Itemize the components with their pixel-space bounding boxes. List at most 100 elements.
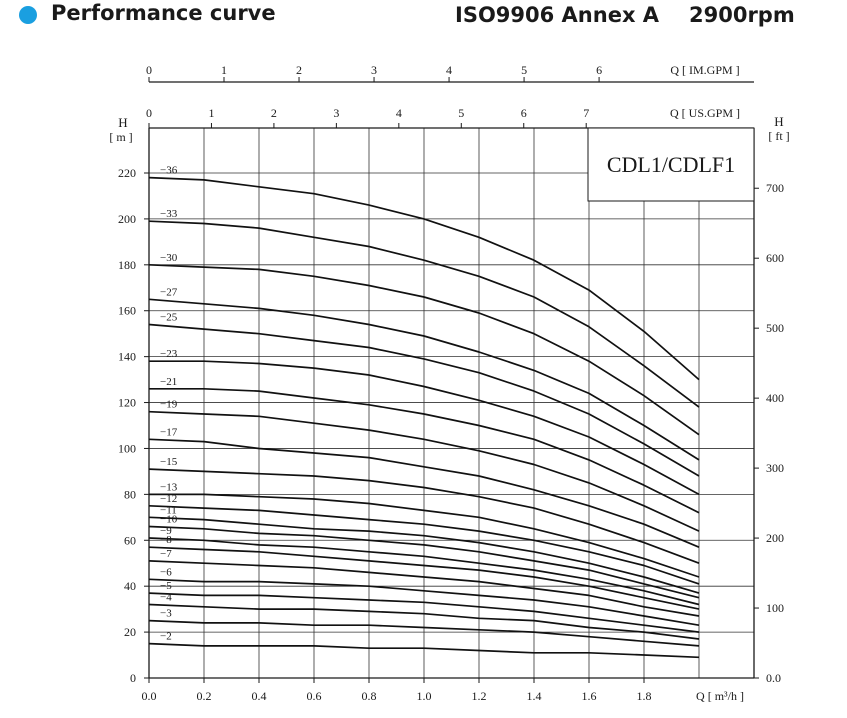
curve-9 [148,537,700,606]
secondary-y-label-symbol: H [774,114,783,129]
y-tick-label: 140 [118,350,136,364]
curve-30 [148,263,700,436]
x-tick-label: 0.4 [252,689,267,703]
x-tick-label: 0.0 [142,689,157,703]
curve-27 [148,298,700,461]
y-tick-label: 40 [124,579,136,593]
x-axis-label: Q [ m³/h ] [696,689,744,703]
curve-label-4: −4 [160,592,172,604]
y-axis-label-symbol: H [118,115,127,130]
curve-17 [148,438,700,548]
page-header: Performance curve ISO9906 Annex A 2900rp… [0,0,847,34]
curve-label-2: −2 [160,631,172,643]
ft-tick-label: 500 [766,321,784,335]
curve-12 [148,504,700,585]
y-axis-label-unit: [ m ] [109,130,132,144]
im-gpm-tick-label: 0 [146,63,152,77]
page-title: Performance curve [51,1,276,25]
curve-label-17: −17 [160,426,178,438]
ft-tick-label: 300 [766,461,784,475]
model-box [587,127,755,202]
curve-15 [148,468,700,564]
ft-tick-label: 100 [766,601,784,615]
curve-label-30: −30 [160,252,178,264]
x-tick-label: 1.2 [472,689,487,703]
curve-23 [149,360,700,496]
x-tick-label: 0.6 [307,689,322,703]
bullet-icon [19,6,37,24]
us-gpm-tick-label: 4 [396,106,402,120]
model-title: CDL1/CDLF1 [607,152,735,177]
im-gpm-tick-label: 2 [296,63,302,77]
ft-tick-label: 700 [766,181,784,195]
curve-label-15: −15 [160,456,178,468]
x-tick-label: 1.8 [637,689,652,703]
curve-25 [148,323,700,477]
curve-5 [148,592,700,633]
ft-tick-label: 0.0 [766,671,781,685]
curve-label-3: −3 [160,608,172,620]
im-gpm-tick-label: 5 [521,63,527,77]
x-tick-label: 1.4 [527,689,542,703]
y-tick-label: 20 [124,625,136,639]
y-tick-label: 120 [118,396,136,410]
im-gpm-axis-label: Q [ IM.GPM ] [670,63,739,77]
y-tick-label: 100 [118,441,136,455]
us-gpm-tick-label: 1 [208,106,214,120]
curve-label-21: −21 [160,376,177,388]
curve-label-27: −27 [160,286,178,298]
im-gpm-tick-label: 3 [371,63,377,77]
y-tick-label: 220 [118,166,136,180]
curve-4 [148,603,700,640]
y-tick-label: 180 [118,258,136,272]
curve-8 [148,546,700,610]
curve-label-36: −36 [160,165,178,177]
curve-label-19: −19 [160,399,178,411]
ft-tick-label: 600 [766,251,784,265]
curve-label-25: −25 [160,312,178,324]
us-gpm-tick-label: 3 [333,106,339,120]
us-gpm-tick-label: 0 [146,106,152,120]
ft-tick-label: 200 [766,531,784,545]
curve-3 [148,619,700,647]
curve-10 [148,525,700,599]
y-tick-label: 80 [124,487,136,501]
curve-2 [148,642,700,659]
us-gpm-axis-label: Q [ US.GPM ] [670,106,740,120]
test-standard: ISO9906 Annex A [455,3,660,27]
im-gpm-tick-label: 1 [221,63,227,77]
us-gpm-tick-label: 7 [583,106,589,120]
secondary-y-label-unit: [ ft ] [768,129,789,143]
x-tick-label: 1.0 [417,689,432,703]
curve-label-23: −23 [160,348,178,360]
curve-33 [148,220,700,408]
y-tick-label: 200 [118,212,136,226]
curve-19 [148,410,700,532]
curve-label-6: −6 [160,566,172,578]
curve-label-9: −9 [160,525,172,537]
curve-13 [149,493,700,578]
x-tick-label: 1.6 [582,689,597,703]
curve-label-7: −7 [160,548,172,560]
rated-speed: 2900rpm [689,3,795,27]
curve-36 [148,176,700,381]
curve-7 [148,560,700,617]
ft-tick-label: 400 [766,391,784,405]
y-tick-label: 60 [124,533,136,547]
curve-label-10: −10 [160,514,178,526]
curve-label-11: −11 [160,504,177,516]
y-tick-label: 160 [118,304,136,318]
curve-21 [149,387,700,514]
y-tick-label: 0 [130,671,136,685]
curve-11 [148,516,700,594]
us-gpm-tick-label: 2 [271,106,277,120]
curve-label-13: −13 [160,481,178,493]
curve-label-8: −8 [160,534,172,546]
im-gpm-tick-label: 6 [596,63,602,77]
us-gpm-tick-label: 6 [521,106,527,120]
x-tick-label: 0.8 [362,689,377,703]
im-gpm-tick-label: 4 [446,63,452,77]
curve-label-33: −33 [160,208,178,220]
curve-label-12: −12 [160,493,177,505]
